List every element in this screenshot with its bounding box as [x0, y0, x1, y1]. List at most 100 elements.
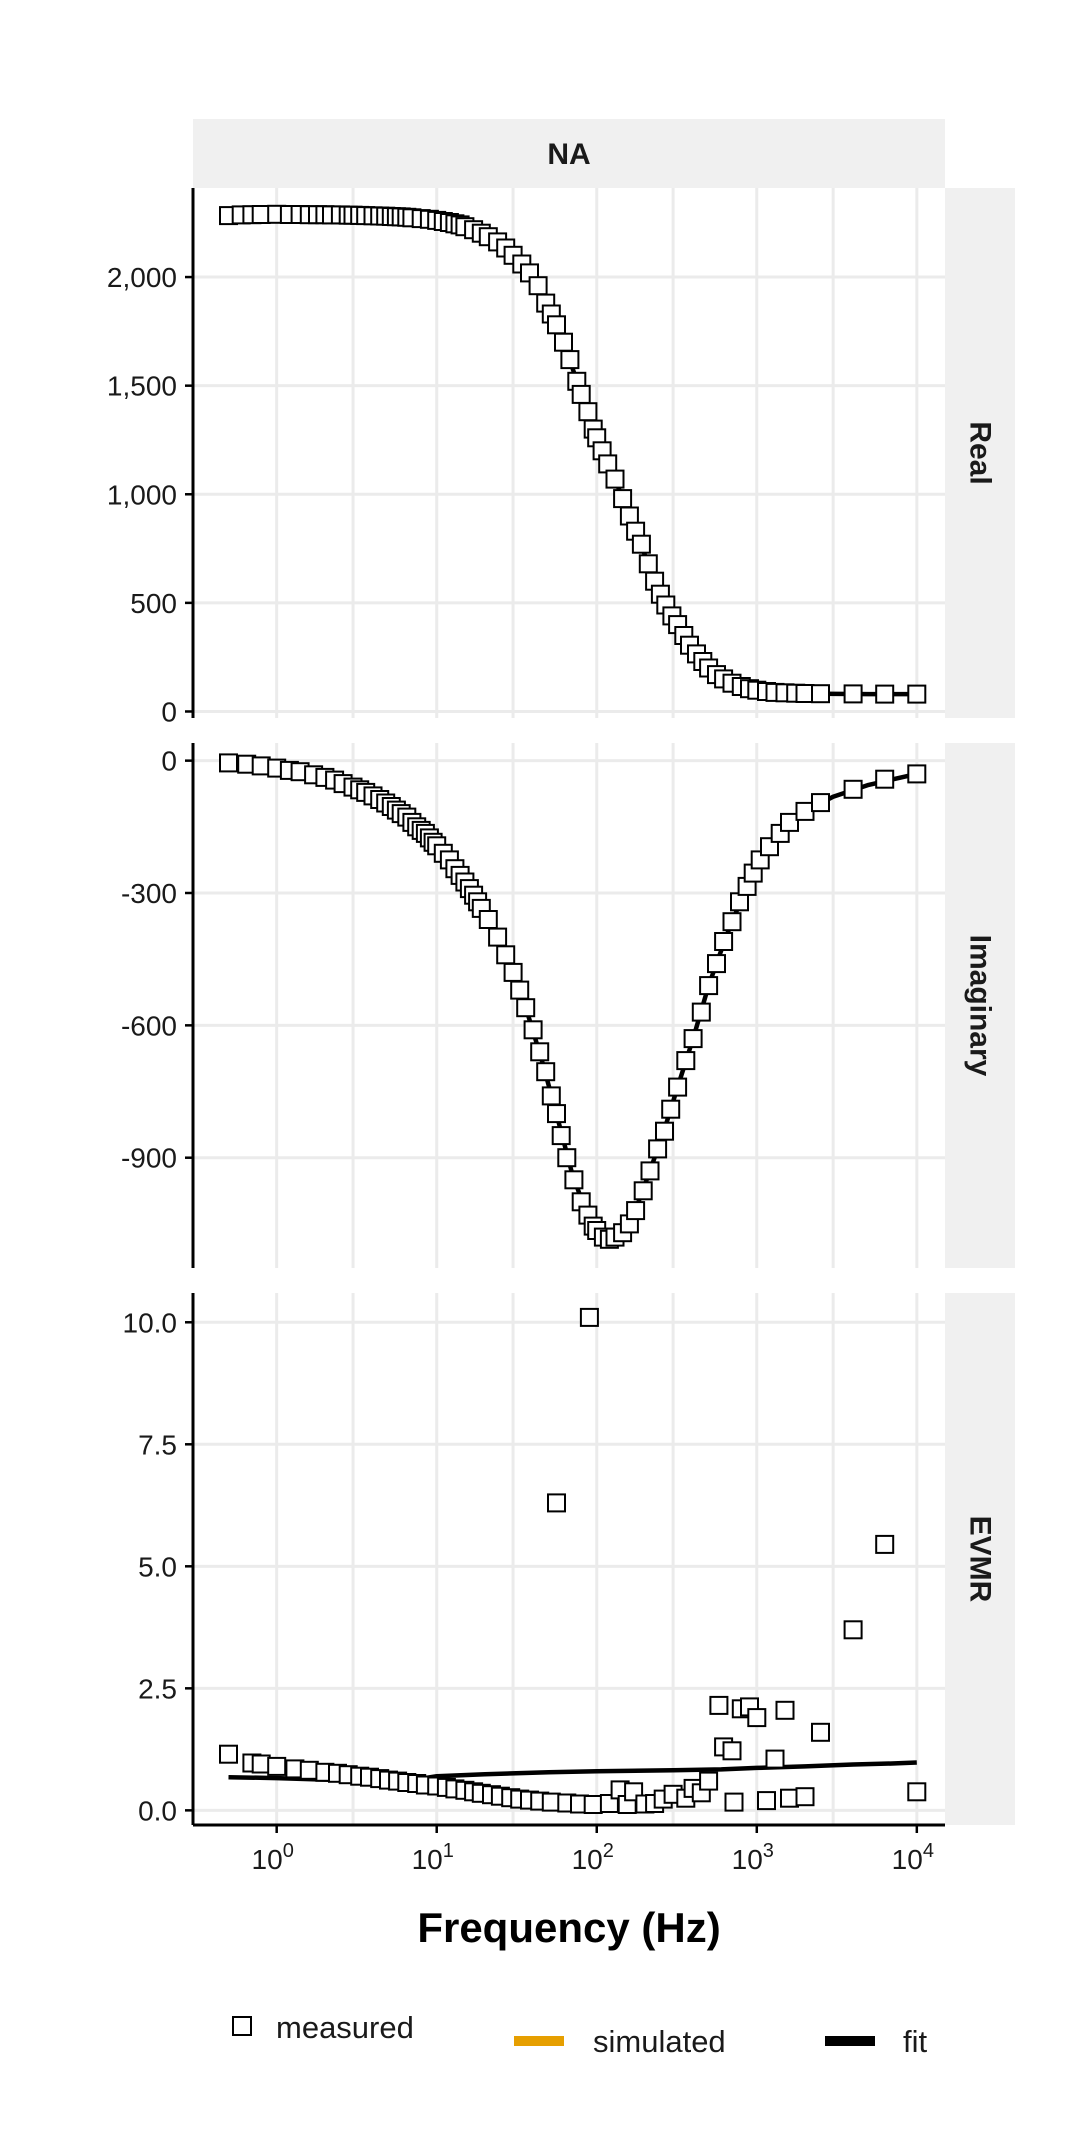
measured-point — [707, 954, 726, 974]
measured-point — [530, 1042, 550, 1062]
measured-point — [722, 1741, 742, 1761]
x-tick-label: 102 — [572, 1840, 614, 1875]
measured-point — [780, 1788, 799, 1808]
measured-point — [661, 1099, 681, 1119]
measured-point — [528, 276, 548, 296]
measured-point — [714, 932, 734, 951]
legend-simulated-swatch — [514, 2036, 564, 2046]
measured-point — [699, 1771, 719, 1791]
measured-point — [579, 1307, 599, 1327]
measured-point — [605, 469, 625, 489]
measured-point — [613, 489, 633, 509]
legend-fit-label: fit — [903, 2024, 928, 2059]
measured-point — [251, 205, 271, 224]
measured-point — [907, 1782, 927, 1802]
measured-point — [875, 1534, 895, 1554]
measured-point — [251, 1754, 271, 1774]
y-tick-label: 0 — [161, 746, 177, 777]
measured-point — [795, 1787, 815, 1807]
legend-measured-swatch — [232, 2016, 252, 2036]
measured-point — [560, 350, 580, 370]
measured-point — [655, 1121, 674, 1141]
column-strip-background — [193, 119, 945, 188]
panel-evmr: 0.0 2.5 5.0 7.5 10.0 EVMR — [123, 1293, 1015, 1826]
row-strip-real — [945, 188, 1015, 718]
measured-point — [699, 976, 719, 996]
measured-point — [648, 1139, 668, 1159]
measured-point — [541, 1792, 561, 1812]
measured-point — [691, 1002, 711, 1022]
measured-point — [795, 801, 815, 821]
measured-point — [811, 793, 830, 813]
measured-point — [765, 1749, 785, 1769]
y-tick-label: 0 — [161, 696, 177, 727]
measured-point — [795, 684, 815, 703]
measured-point — [496, 945, 516, 965]
row-strip-label-evmr: EVMR — [964, 1516, 997, 1603]
measured-point — [907, 684, 927, 704]
measured-point — [554, 332, 573, 352]
column-strip-label: NA — [547, 138, 590, 171]
measured-point — [843, 779, 863, 799]
row-strip-label-real: Real — [964, 421, 997, 484]
measured-point — [299, 1760, 319, 1780]
y-tick-label: 10.0 — [123, 1307, 178, 1338]
y-tick-label: 2.5 — [138, 1673, 177, 1704]
y-tick-label: 500 — [130, 588, 177, 619]
measured-point — [722, 912, 742, 932]
measured-point — [843, 1620, 863, 1640]
measured-point — [811, 1722, 830, 1742]
measured-point — [775, 1700, 795, 1720]
y-tick-label: 2,000 — [107, 262, 177, 293]
y-tick-label: 7.5 — [138, 1429, 177, 1460]
measured-point — [547, 315, 566, 335]
measured-point — [683, 1029, 703, 1049]
measured-point — [875, 684, 895, 704]
measured-point — [907, 764, 927, 784]
measured-point — [843, 684, 863, 704]
measured-point — [747, 1708, 767, 1728]
measured-point — [724, 1792, 744, 1812]
measured-point — [503, 962, 523, 982]
x-tick-label: 103 — [732, 1840, 774, 1875]
measured-point — [557, 1148, 577, 1168]
x-tick-label: 101 — [412, 1840, 454, 1875]
measured-point — [757, 1791, 776, 1811]
legend-fit-swatch — [825, 2036, 875, 2046]
x-axis-title: Frequency (Hz) — [417, 1904, 720, 1951]
measured-point — [516, 998, 536, 1018]
measured-point — [780, 812, 799, 832]
y-tick-label: -300 — [121, 878, 177, 909]
measured-point — [631, 534, 651, 554]
measured-point — [626, 1201, 646, 1221]
measured-point — [251, 756, 271, 776]
measured-point — [811, 684, 830, 704]
y-tick-label: -900 — [121, 1143, 177, 1174]
measured-point — [676, 1051, 696, 1071]
measured-point — [638, 554, 658, 574]
measured-point — [267, 1756, 287, 1776]
measured-point — [536, 1062, 556, 1082]
measured-point — [564, 1170, 584, 1190]
measured-point — [547, 1493, 566, 1513]
measured-point — [523, 1020, 543, 1040]
y-tick-label: 1,000 — [107, 479, 177, 510]
y-tick-label: 1,500 — [107, 371, 177, 402]
row-strip-evmr — [945, 1293, 1015, 1825]
legend: measured simulated fit — [232, 2010, 928, 2059]
measured-point — [668, 1077, 688, 1097]
measured-point — [510, 980, 530, 1000]
measured-point — [551, 1126, 571, 1146]
y-tick-label: 0.0 — [138, 1795, 177, 1826]
panel-imaginary: 0 -300 -600 -900 Imaginary — [121, 743, 1015, 1268]
measured-point — [541, 1086, 561, 1106]
legend-simulated-label: simulated — [593, 2024, 726, 2059]
row-strip-imaginary — [945, 743, 1015, 1268]
measured-point — [488, 927, 508, 947]
measured-point — [547, 1104, 566, 1124]
measured-point — [640, 1161, 660, 1181]
legend-measured-label: measured — [276, 2010, 414, 2045]
y-tick-label: -600 — [121, 1010, 177, 1041]
measured-point — [571, 384, 591, 404]
